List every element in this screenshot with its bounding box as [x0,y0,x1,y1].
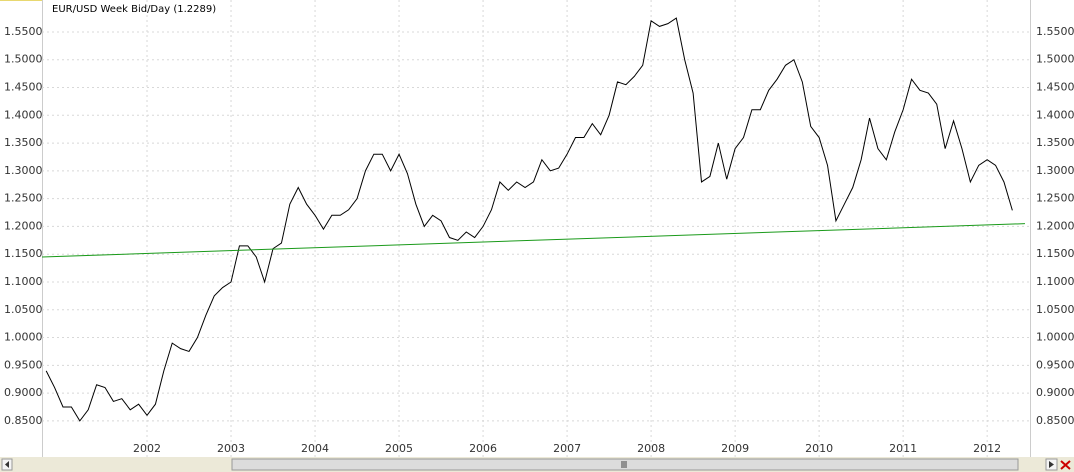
x-tick-label: 2006 [469,442,497,455]
y2-tick-label: 1.5500 [1036,25,1074,38]
y-tick-label: 1.1000 [4,275,43,288]
series-line [41,223,1025,258]
y2-tick-label: 1.1000 [1036,275,1074,288]
x-tick-label: 2005 [385,442,413,455]
y-tick-label: 1.3500 [4,136,43,149]
y-tick-label: 1.2500 [4,192,43,205]
y-tick-label: 1.5500 [4,25,43,38]
y-tick-label: 1.3000 [4,164,43,177]
y-tick-label: 1.2000 [4,219,43,232]
y2-tick-label: 1.0000 [1036,331,1074,344]
x-tick-label: 2002 [133,442,161,455]
y-tick-label: 1.1500 [4,247,43,260]
y2-tick-label: 1.2500 [1036,192,1074,205]
y-tick-label: 1.4500 [4,81,43,94]
thumb-grip [621,461,627,468]
scrollbar[interactable] [0,457,1074,472]
y-tick-label: 1.5000 [4,53,43,66]
y2-tick-label: 1.4000 [1036,108,1074,121]
y-tick-label: 1.0500 [4,303,43,316]
y2-tick-label: 1.2000 [1036,219,1074,232]
y-tick-label: 1.0000 [4,331,43,344]
y2-tick-label: 0.9000 [1036,386,1074,399]
x-tick-label: 2008 [637,442,665,455]
x-tick-label: 2003 [217,442,245,455]
y2-tick-label: 0.9500 [1036,358,1074,371]
y2-tick-label: 1.1500 [1036,247,1074,260]
y-tick-label: 1.4000 [4,108,43,121]
y-tick-label: 0.9500 [4,358,43,371]
x-tick-label: 2012 [973,442,1001,455]
y2-tick-label: 1.4500 [1036,81,1074,94]
y2-tick-label: 1.3500 [1036,136,1074,149]
y2-tick-label: 1.3000 [1036,164,1074,177]
series-line [45,17,1013,422]
x-tick-label: 2011 [889,442,917,455]
labels: 0.8500 0.8500 0.9000 0.9000 0.9500 0.9500 1.00… [4,25,1074,455]
y2-tick-label: 1.0500 [1036,303,1074,316]
y-tick-label: 0.8500 [4,414,43,427]
arrow-right [1049,461,1054,468]
chart-title: EUR/USD Week Bid/Day (1.2289) [52,4,216,15]
marks [41,17,1025,422]
y2-tick-label: 0.8500 [1036,414,1074,427]
y-tick-label: 0.9000 [4,386,43,399]
scroll-thumb[interactable] [231,458,1019,471]
x-tick-label: 2007 [553,442,581,455]
x-tick-label: 2004 [301,442,329,455]
y2-tick-label: 1.5000 [1036,53,1074,66]
x-tick-label: 2009 [721,442,749,455]
grid [42,0,1030,457]
x-tick-label: 2010 [805,442,833,455]
close-icon[interactable] [1060,460,1071,470]
arrow-left [5,461,9,468]
